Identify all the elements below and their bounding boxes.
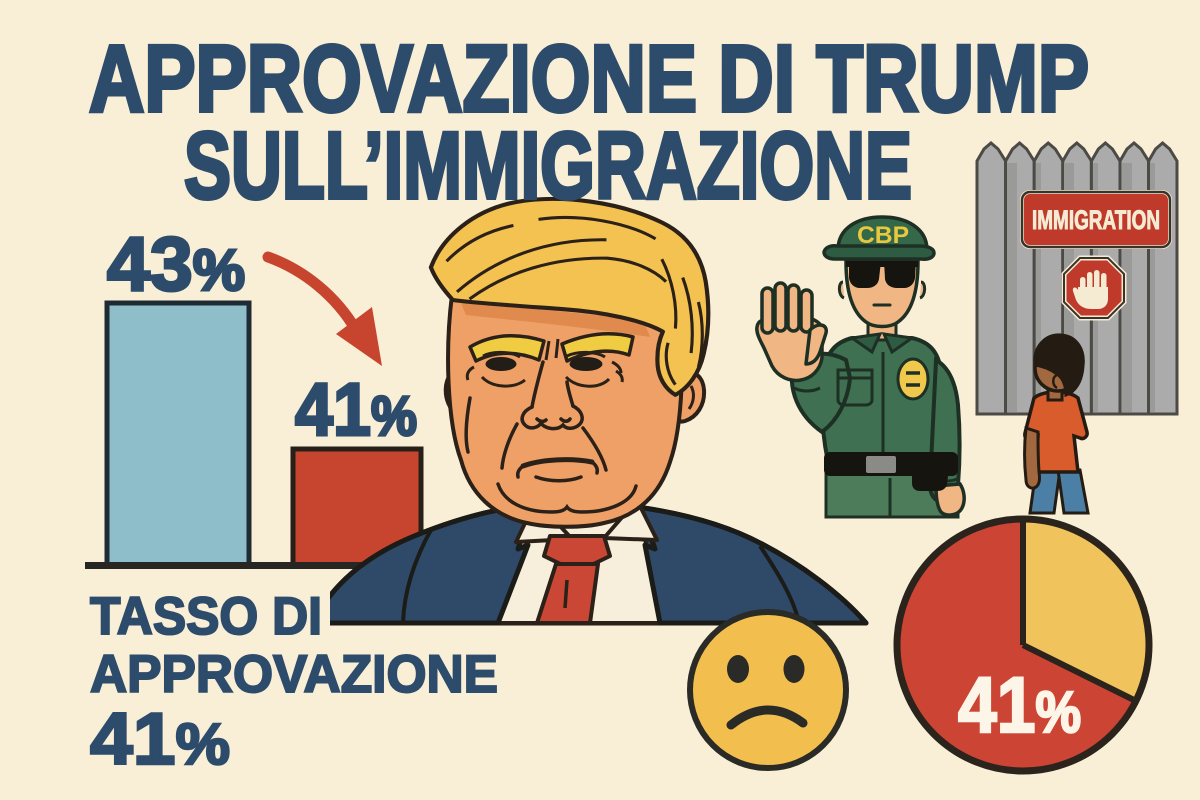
svg-text:IMMIGRATION: IMMIGRATION: [1032, 205, 1160, 235]
svg-text:CBP: CBP: [857, 222, 909, 249]
svg-text:43%: 43%: [107, 222, 245, 307]
svg-text:APPROVAZIONE DI TRUMP: APPROVAZIONE DI TRUMP: [89, 26, 1089, 132]
svg-text:41%: 41%: [90, 699, 230, 780]
svg-text:SULL’IMMIGRAZIONE: SULL’IMMIGRAZIONE: [184, 113, 912, 219]
svg-text:TASSO DI: TASSO DI: [90, 587, 322, 646]
svg-text:APPROVAZIONE: APPROVAZIONE: [90, 645, 498, 704]
